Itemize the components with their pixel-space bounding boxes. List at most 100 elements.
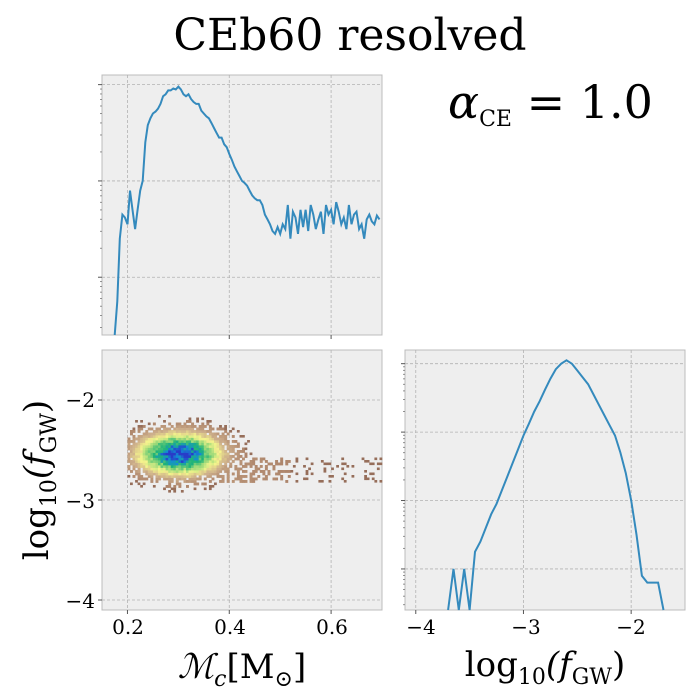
heatmap-cell — [188, 435, 192, 438]
heatmap-cell — [211, 442, 215, 446]
heatmap-cell — [201, 422, 205, 426]
heatmap-cell — [231, 447, 235, 451]
heatmap-cell — [211, 432, 215, 436]
heatmap-cell — [168, 427, 172, 431]
heatmap-cell — [132, 430, 136, 433]
heatmap-cell — [191, 422, 195, 426]
heatmap-cell — [191, 432, 195, 436]
heatmap-cell — [198, 457, 202, 461]
heatmap-cell — [150, 467, 154, 471]
heatmap-cell — [249, 460, 253, 463]
heatmap-cell — [221, 435, 225, 438]
heatmap-cell — [147, 465, 151, 468]
heatmap-cell — [145, 430, 149, 433]
heatmap-cell — [183, 445, 187, 448]
heatmap-cell — [188, 442, 192, 446]
heatmap-cell — [203, 447, 207, 451]
heatmap-cell — [252, 480, 256, 483]
heatmap-cell — [221, 445, 225, 448]
heatmap-cell — [127, 460, 131, 463]
heatmap-cell — [203, 462, 207, 466]
heatmap-cell — [175, 452, 179, 456]
heatmap-cell — [369, 472, 373, 476]
heatmap-cell — [175, 467, 179, 471]
heatmap-cell — [236, 470, 240, 473]
heatmap-cell — [145, 455, 149, 458]
heatmap-cell — [244, 462, 248, 466]
heatmap-cell — [229, 465, 233, 468]
heatmap-cell — [236, 430, 240, 433]
heatmap-cell — [168, 470, 172, 473]
heatmap-cell — [150, 477, 154, 481]
heatmap-cell — [224, 440, 228, 443]
heatmap-cell — [369, 462, 373, 466]
heatmap-cell — [152, 430, 156, 433]
heatmap-cell — [208, 427, 212, 431]
heatmap-cell — [173, 435, 177, 438]
heatmap-cell — [214, 437, 217, 441]
heatmap-cell — [206, 457, 210, 461]
mc-marginal-background — [101, 74, 383, 336]
heatmap-cell — [150, 460, 154, 463]
heatmap-cell — [170, 437, 174, 441]
heatmap-cell — [203, 487, 207, 491]
heatmap-cell — [323, 470, 327, 473]
heatmap-cell — [236, 477, 240, 481]
heatmap-cell — [361, 457, 365, 461]
heatmap-cell — [140, 435, 144, 438]
heatmap-cell — [193, 430, 197, 433]
heatmap-cell — [168, 455, 172, 458]
heatmap-cell — [224, 442, 228, 446]
heatmap-cell — [145, 467, 149, 471]
heatmap-cell — [305, 457, 309, 461]
heatmap-cell — [147, 450, 151, 453]
heatmap-cell — [208, 440, 212, 443]
heatmap-cell — [186, 470, 189, 473]
heatmap-cell — [226, 467, 230, 471]
heatmap-cell — [198, 470, 202, 473]
heatmap-cell — [323, 462, 327, 466]
heatmap-cell — [127, 442, 131, 446]
heatmap-cell — [155, 432, 159, 436]
heatmap-cell — [211, 445, 215, 448]
heatmap-cell — [203, 460, 207, 463]
heatmap-cell — [201, 417, 205, 421]
heatmap-cell — [150, 465, 154, 468]
joint-panel: 0.2 0.4 0.6 −2 −3 −4 ℳc[M⊙] log10(fGW) — [17, 349, 383, 692]
heatmap-cell — [201, 427, 205, 431]
heatmap-cell — [150, 427, 154, 431]
heatmap-cell — [193, 457, 197, 461]
heatmap-cell — [145, 452, 149, 456]
heatmap-cell — [193, 435, 197, 438]
heatmap-cell — [170, 487, 174, 491]
heatmap-cell — [173, 455, 177, 458]
heatmap-cell — [163, 420, 166, 423]
heatmap-cell — [170, 435, 174, 438]
heatmap-cell — [282, 470, 286, 473]
heatmap-cell — [188, 465, 192, 468]
heatmap-cell — [226, 455, 230, 458]
heatmap-cell — [168, 462, 172, 466]
heatmap-cell — [214, 465, 217, 468]
heatmap-cell — [188, 427, 192, 431]
heatmap-cell — [180, 470, 184, 473]
heatmap-cell — [155, 462, 159, 466]
heatmap-cell — [165, 435, 169, 438]
heatmap-cell — [158, 465, 161, 468]
heatmap-cell — [201, 425, 205, 428]
heatmap-cell — [211, 455, 215, 458]
heatmap-cell — [127, 465, 131, 468]
heatmap-cell — [132, 475, 136, 478]
heatmap-cell — [132, 442, 136, 446]
heatmap-cell — [203, 435, 207, 438]
heatmap-cell — [178, 475, 182, 478]
heatmap-cell — [198, 430, 202, 433]
heatmap-cell — [158, 477, 161, 481]
heatmap-cell — [163, 460, 167, 463]
heatmap-cell — [275, 477, 279, 481]
heatmap-cell — [191, 480, 195, 483]
heatmap-cell — [214, 460, 217, 463]
heatmap-cell — [142, 445, 146, 448]
alpha-annotation: αCE = 1.0 — [448, 75, 653, 132]
heatmap-cell — [188, 425, 192, 428]
